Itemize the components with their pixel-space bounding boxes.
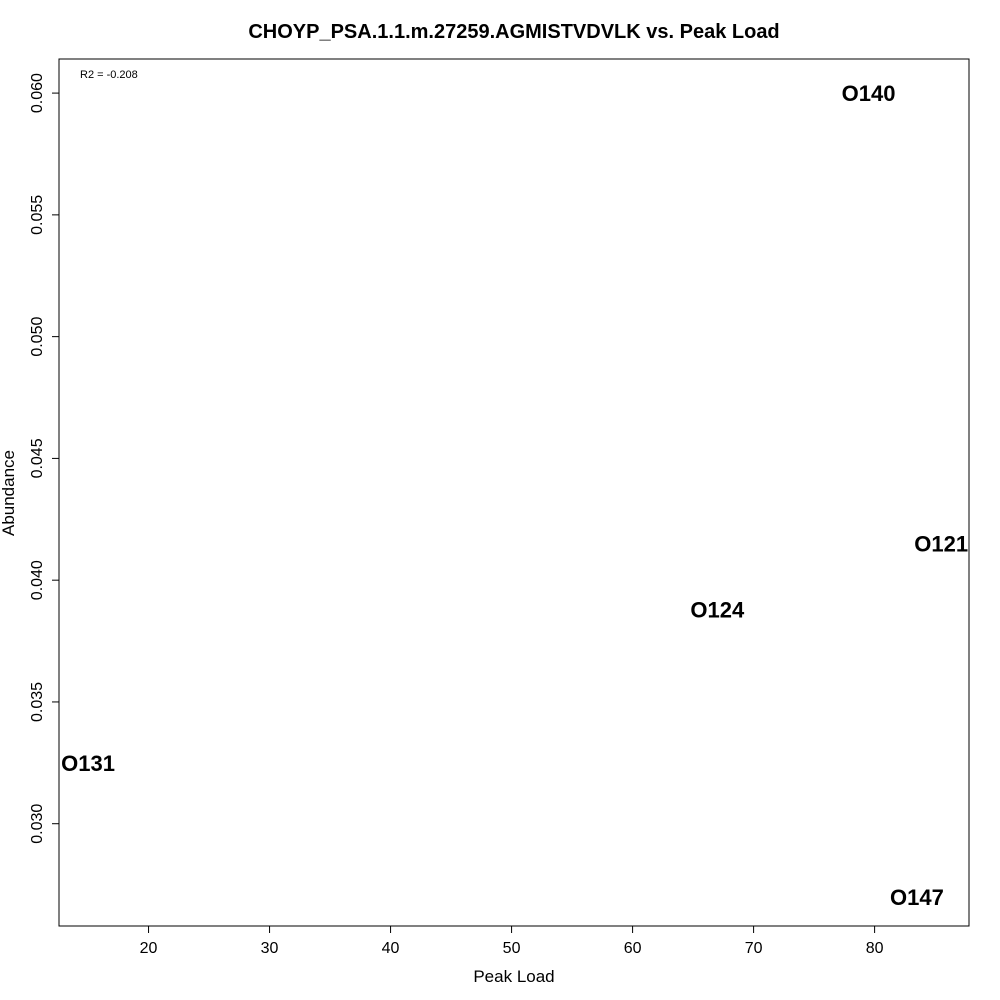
x-tick-label: 30: [261, 940, 279, 957]
y-tick-label: 0.035: [29, 682, 46, 722]
y-tick-label: 0.060: [29, 73, 46, 113]
x-tick-label: 60: [624, 940, 642, 957]
x-tick-label: 80: [866, 940, 884, 957]
y-tick-label: 0.045: [29, 438, 46, 478]
r2-annotation: R2 = -0.208: [80, 69, 138, 81]
y-axis: 0.030 0.035 0.040 0.045 0.050 0.055 0.060: [29, 73, 60, 844]
point-label-o121: O121: [914, 532, 968, 557]
x-axis: 20 30 40 50 60 70 80: [140, 925, 884, 957]
x-tick-label: 20: [140, 940, 158, 957]
x-axis-label: Peak Load: [473, 967, 554, 986]
y-axis-label: Abundance: [0, 450, 18, 536]
point-label-o124: O124: [690, 597, 745, 622]
point-label-o147: O147: [890, 885, 944, 910]
y-tick-label: 0.050: [29, 317, 46, 357]
y-tick-label: 0.030: [29, 804, 46, 844]
y-tick-label: 0.055: [29, 195, 46, 235]
y-tick-label: 0.040: [29, 560, 46, 600]
point-label-o131: O131: [61, 751, 115, 776]
x-tick-label: 40: [382, 940, 400, 957]
data-points: O140 O121 O124 O131 O147: [61, 81, 968, 910]
chart-title: CHOYP_PSA.1.1.m.27259.AGMISTVDVLK vs. Pe…: [248, 21, 779, 43]
x-tick-label: 50: [503, 940, 521, 957]
plot-frame: [58, 58, 970, 927]
point-label-o140: O140: [842, 81, 896, 106]
x-tick-label: 70: [745, 940, 763, 957]
